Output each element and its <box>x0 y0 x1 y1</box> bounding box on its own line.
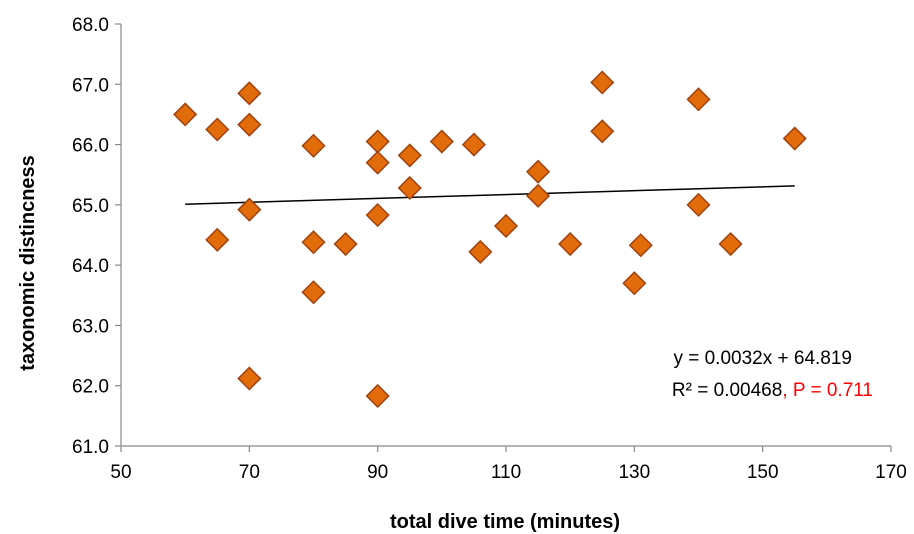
data-point <box>365 129 390 154</box>
data-point <box>173 102 198 127</box>
data-point <box>590 119 615 144</box>
data-point <box>493 213 519 239</box>
data-point <box>429 129 454 154</box>
data-point <box>590 70 615 95</box>
y-tick-label: 67.0 <box>72 75 109 96</box>
x-tick-label: 70 <box>239 462 260 483</box>
x-axis-title: total dive time (minutes) <box>390 511 620 533</box>
y-tick-label: 64.0 <box>72 256 109 277</box>
x-axis-ticks: 50 70 90 110 130 150 170 <box>110 446 907 483</box>
y-tick-label: 66.0 <box>72 136 109 157</box>
data-point <box>365 203 390 228</box>
data-point <box>237 366 262 391</box>
data-point <box>628 233 653 258</box>
y-tick-label: 62.0 <box>72 377 109 398</box>
data-point <box>205 117 230 142</box>
data-point <box>333 231 358 257</box>
y-tick-label: 68.0 <box>72 15 109 36</box>
trend-stats: R² = 0.00468, P = 0.711 <box>672 380 873 401</box>
p-value-text: , P = 0.711 <box>782 380 873 401</box>
data-point <box>468 239 493 264</box>
data-point <box>397 175 422 201</box>
x-tick-label: 50 <box>110 462 131 483</box>
data-point <box>301 230 326 255</box>
data-point <box>237 81 262 106</box>
data-point <box>237 197 262 222</box>
x-tick-label: 170 <box>875 462 907 483</box>
trend-equation: y = 0.0032x + 64.819 <box>673 348 852 369</box>
data-point <box>622 271 647 296</box>
y-axis-ticks: 61.0 62.0 63.0 64.0 65.0 66.0 67.0 68.0 <box>72 15 121 458</box>
data-point <box>558 231 583 257</box>
y-tick-label: 65.0 <box>72 196 109 217</box>
data-points <box>173 70 807 409</box>
data-point <box>782 126 807 151</box>
x-tick-label: 150 <box>747 462 779 483</box>
y-tick-label: 61.0 <box>72 437 109 458</box>
data-point <box>718 231 743 257</box>
data-point <box>686 192 711 217</box>
data-point <box>365 150 390 175</box>
data-point <box>526 183 551 208</box>
data-point <box>461 132 486 157</box>
x-tick-label: 130 <box>618 462 650 483</box>
r-squared-text: R² = 0.00468 <box>672 380 782 401</box>
y-tick-label: 63.0 <box>72 316 109 337</box>
data-point <box>301 133 326 158</box>
data-point <box>365 383 390 409</box>
trendline <box>185 185 795 205</box>
data-point <box>301 280 326 305</box>
data-point <box>526 159 551 184</box>
data-point <box>397 143 422 168</box>
data-point <box>686 87 711 112</box>
x-tick-label: 110 <box>491 462 521 483</box>
y-axis-title: taxonomic distincness <box>17 155 39 371</box>
x-tick-label: 90 <box>367 462 388 483</box>
data-point <box>237 112 262 137</box>
trendline-group <box>185 185 795 205</box>
data-point <box>205 227 230 252</box>
